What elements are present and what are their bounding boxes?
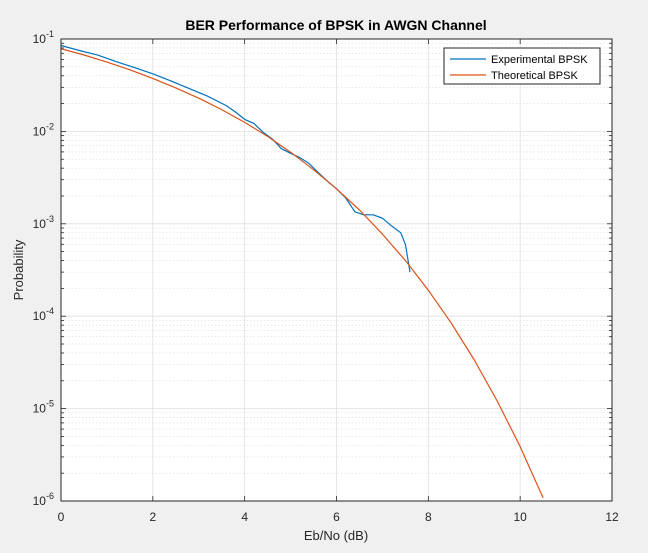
- y-tick-label: 10-4: [33, 306, 54, 323]
- x-tick-label: 2: [149, 510, 156, 524]
- series-layer: [61, 44, 544, 499]
- series-line-experimental: [61, 44, 411, 273]
- legend-label-experimental: Experimental BPSK: [491, 54, 588, 66]
- y-tick-label: 10-5: [33, 399, 54, 416]
- x-tick-label: 12: [605, 510, 619, 524]
- legend: Experimental BPSK Theoretical BPSK: [443, 47, 601, 85]
- y-tick-label: 10-1: [33, 29, 54, 46]
- x-tick-label: 4: [241, 510, 248, 524]
- axis-ticks: [60, 38, 613, 502]
- legend-label-theoretical: Theoretical BPSK: [491, 70, 578, 82]
- y-tick-label: 10-3: [33, 214, 54, 231]
- x-tick-label: 0: [58, 510, 65, 524]
- chart-title: BER Performance of BPSK in AWGN Channel: [185, 17, 486, 33]
- y-tick-label: 10-2: [33, 121, 54, 138]
- x-tick-label: 8: [425, 510, 432, 524]
- y-tick-labels: 10-6 10-5 10-4 10-3 10-2 10-1: [33, 29, 54, 508]
- x-tick-label: 10: [513, 510, 527, 524]
- x-tick-labels: 0 2 4 6 8 10 12: [58, 510, 619, 524]
- x-tick-label: 6: [333, 510, 340, 524]
- legend-box: [443, 47, 601, 85]
- y-axis-label: Probability: [11, 239, 26, 300]
- series-line-theoretical: [61, 48, 544, 499]
- x-axis-label: Eb/No (dB): [304, 528, 368, 543]
- y-tick-label: 10-6: [33, 491, 54, 508]
